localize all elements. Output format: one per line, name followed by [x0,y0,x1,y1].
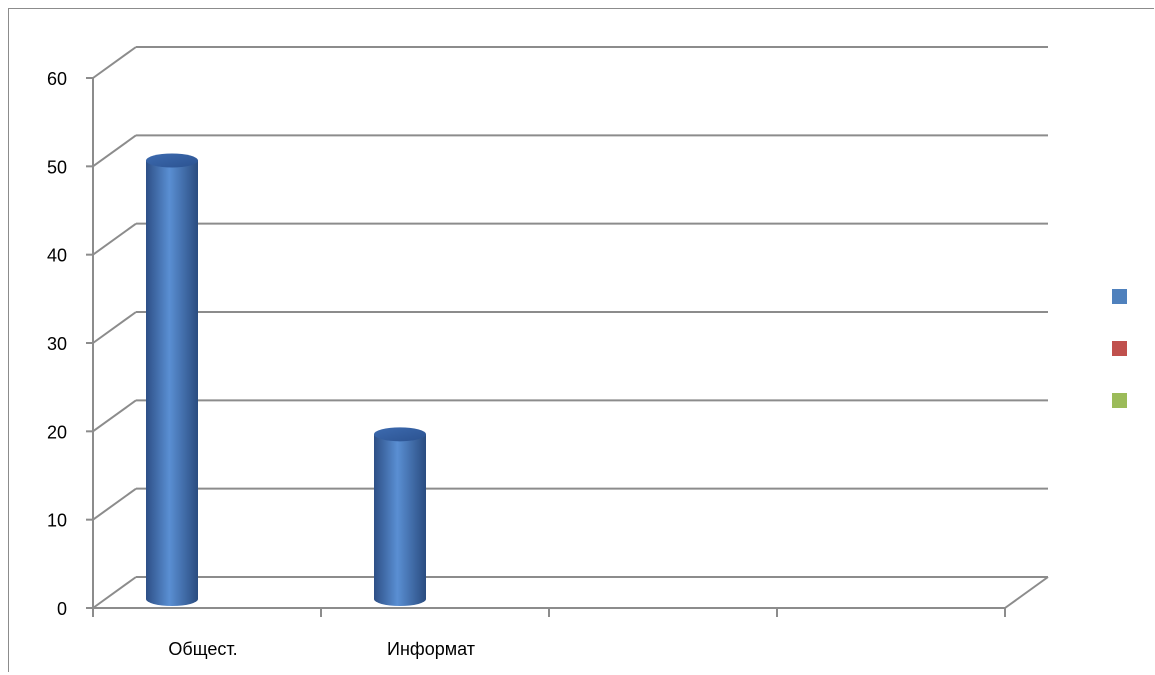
y-tick-label: 50 [47,157,67,177]
y-tick-label: 10 [47,511,67,531]
bar [146,153,198,606]
chart-legend [1112,289,1127,408]
bar-body [374,434,426,606]
x-category-label: Информат [387,639,475,659]
gridline-diagonal [92,46,137,79]
legend-swatch [1112,393,1127,408]
bar-top [146,153,198,168]
y-tick-label: 30 [47,334,67,354]
x-category-label: Общест. [168,639,237,659]
x-axis-categories: Общест. Информат [92,608,1006,659]
gridline-diagonal [92,134,137,168]
y-tick-label: 40 [47,246,67,266]
y-tick-label: 60 [47,69,67,89]
y-tick-label: 0 [57,599,67,619]
gridline-diagonal [92,311,137,344]
chart-axes [92,78,1049,609]
chart-gridlines [92,46,1048,609]
chart-frame [8,8,1154,672]
bar-top [374,427,426,442]
gridline-diagonal [92,576,137,609]
y-axis-ticks: 0 10 20 30 40 50 60 [47,69,93,619]
gridline-diagonal [92,487,137,521]
chart-bars [146,153,426,606]
y-tick-label: 20 [47,422,67,442]
bar [374,427,426,606]
legend-swatch [1112,341,1127,356]
gridline-diagonal [92,222,137,256]
floor-right-edge [1004,576,1049,609]
legend-swatch [1112,289,1127,304]
gridline-diagonal [92,399,137,433]
bar-body [146,160,198,606]
